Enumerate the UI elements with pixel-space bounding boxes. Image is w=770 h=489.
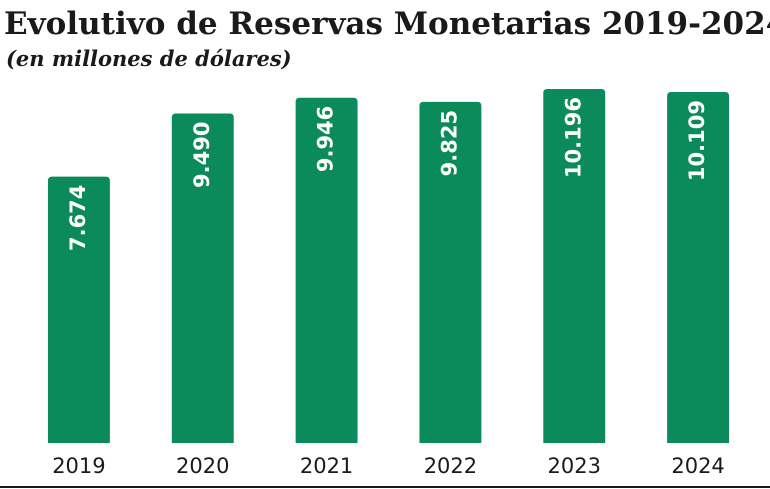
bar [47,176,110,443]
x-tick-label: 2020 [176,454,229,478]
bar [171,113,234,443]
value-label: 9.490 [190,122,214,188]
value-label: 10.109 [685,100,709,181]
x-tick-label: 2024 [671,454,724,478]
chart-subtitle: (en millones de dólares) [6,46,292,71]
chart-title: Evolutivo de Reservas Monetarias 2019-20… [4,6,770,42]
x-tick-label: 2022 [424,454,477,478]
value-label: 7.674 [66,185,90,251]
value-label: 9.825 [437,110,461,176]
x-tick-label: 2021 [300,454,353,478]
x-tick-label: 2023 [548,454,601,478]
value-label: 9.946 [314,106,338,172]
bar [419,101,482,443]
value-label: 10.196 [561,97,585,178]
bar [543,89,606,443]
x-tick-label: 2019 [52,454,105,478]
bar [667,92,730,444]
bar [295,97,358,444]
